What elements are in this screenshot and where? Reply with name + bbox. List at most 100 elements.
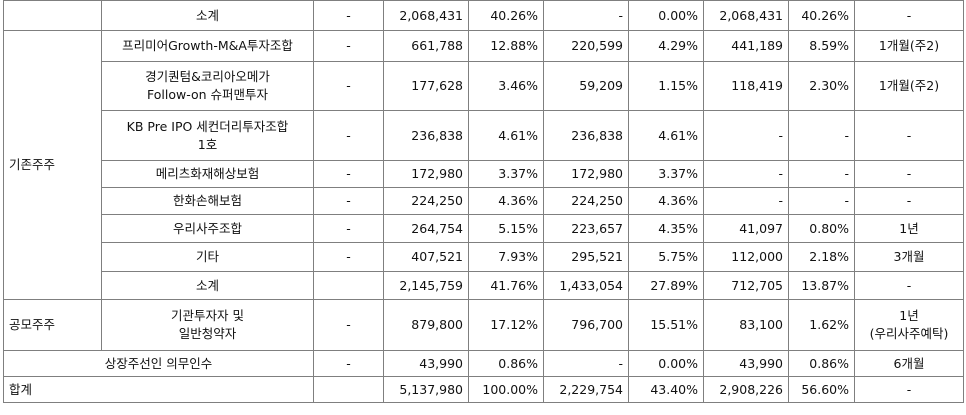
- cell: 1.62%: [788, 299, 855, 351]
- cell: 8.59%: [788, 30, 855, 62]
- cell: 4.36%: [468, 187, 544, 215]
- cell: -: [703, 187, 789, 215]
- row-label: 소계: [101, 0, 314, 31]
- shareholder-name: 우리사주조합: [101, 214, 314, 243]
- cell: 2.18%: [788, 242, 855, 272]
- cell: 236,838: [543, 110, 629, 161]
- cell: -: [313, 30, 384, 62]
- cell: 223,657: [543, 214, 629, 243]
- cell: 17.12%: [468, 299, 544, 351]
- cell: -: [313, 214, 384, 243]
- cell: 56.60%: [788, 376, 855, 403]
- shareholder-lockup-table: 소계 - 2,068,431 40.26% - 0.00% 2,068,431 …: [3, 0, 964, 403]
- cell: 5.15%: [468, 214, 544, 243]
- cell: 224,250: [543, 187, 629, 215]
- cell: 0.80%: [788, 214, 855, 243]
- cell: 1.15%: [628, 61, 704, 111]
- cell: 43,990: [383, 350, 469, 377]
- subtotal-label: 소계: [101, 271, 314, 300]
- table-row: 기타 - 407,521 7.93% 295,521 5.75% 112,000…: [4, 242, 964, 272]
- cell: 13.87%: [788, 271, 855, 300]
- cell: 407,521: [383, 242, 469, 272]
- cell: -: [854, 271, 964, 300]
- cell: 59,209: [543, 61, 629, 111]
- category-cell: [3, 0, 102, 31]
- cell: 295,521: [543, 242, 629, 272]
- cell: 220,599: [543, 30, 629, 62]
- cell: 172,980: [383, 160, 469, 188]
- group-label: 기존주주: [3, 30, 102, 300]
- lockup-line: 1년: [899, 308, 919, 323]
- cell: -: [854, 160, 964, 188]
- cell: 41,097: [703, 214, 789, 243]
- lockup-line: (우리사주예탁): [869, 326, 949, 341]
- cell: 1개월(주2): [854, 61, 964, 111]
- table-row: 합계 5,137,980 100.00% 2,229,754 43.40% 2,…: [3, 376, 964, 403]
- cell: -: [313, 0, 384, 31]
- table-row: 공모주주 기관투자자 및 일반청약자 - 879,800 17.12% 796,…: [3, 299, 964, 351]
- group-label: 공모주주: [3, 299, 102, 351]
- lockup-cell: 1년 (우리사주예탁): [854, 299, 964, 351]
- cell: 4.61%: [468, 110, 544, 161]
- cell: 12.88%: [468, 30, 544, 62]
- cell: 83,100: [703, 299, 789, 351]
- cell: 5.75%: [628, 242, 704, 272]
- name-line: 경기퀀텀&코리아오메가: [145, 69, 270, 84]
- cell: 177,628: [383, 61, 469, 111]
- cell: 796,700: [543, 299, 629, 351]
- cell: -: [854, 376, 964, 403]
- cell: 41.76%: [468, 271, 544, 300]
- cell: -: [854, 110, 964, 161]
- name-line: 1호: [197, 136, 218, 152]
- cell: 15.51%: [628, 299, 704, 351]
- cell: 1년: [854, 214, 964, 243]
- table-row: 소계 2,145,759 41.76% 1,433,054 27.89% 712…: [4, 271, 964, 300]
- name-line: 일반청약자: [178, 326, 237, 341]
- cell: -: [313, 110, 384, 161]
- table-row: 소계 - 2,068,431 40.26% - 0.00% 2,068,431 …: [3, 0, 964, 31]
- cell: 0.00%: [628, 350, 704, 377]
- cell: 7.93%: [468, 242, 544, 272]
- cell: 172,980: [543, 160, 629, 188]
- shareholder-name: KB Pre IPO 세컨더리투자조합 1호: [101, 110, 314, 161]
- shareholder-name: 기관투자자 및 일반청약자: [101, 299, 314, 351]
- cell: 879,800: [383, 299, 469, 351]
- cell: -: [313, 160, 384, 188]
- cell: 6개월: [854, 350, 964, 377]
- shareholder-name: 메리츠화재해상보험: [101, 160, 314, 188]
- cell: -: [313, 299, 384, 351]
- cell: 43,990: [703, 350, 789, 377]
- cell: 3개월: [854, 242, 964, 272]
- cell: 2,908,226: [703, 376, 789, 403]
- cell: 40.26%: [788, 0, 855, 31]
- cell: -: [788, 110, 855, 161]
- cell: -: [313, 187, 384, 215]
- cell: -: [854, 0, 964, 31]
- shareholder-name: 기타: [101, 242, 314, 272]
- cell: -: [313, 61, 384, 111]
- cell: 1개월(주2): [854, 30, 964, 62]
- cell: -: [788, 160, 855, 188]
- cell: 3.37%: [468, 160, 544, 188]
- cell: -: [854, 187, 964, 215]
- cell: 5,137,980: [383, 376, 469, 403]
- table-row: 상장주선인 의무인수 - 43,990 0.86% - 0.00% 43,990…: [3, 350, 964, 377]
- table-row: 우리사주조합 - 264,754 5.15% 223,657 4.35% 41,…: [4, 214, 964, 243]
- cell: 43.40%: [628, 376, 704, 403]
- name-line: KB Pre IPO 세컨더리투자조합: [126, 118, 289, 134]
- table-row: 한화손해보험 - 224,250 4.36% 224,250 4.36% - -…: [4, 187, 964, 215]
- cell: 27.89%: [628, 271, 704, 300]
- cell: [313, 271, 384, 300]
- cell: 2,068,431: [383, 0, 469, 31]
- shareholder-name: 프리미어Growth-M&A투자조합: [101, 30, 314, 62]
- cell: -: [313, 350, 384, 377]
- cell: 712,705: [703, 271, 789, 300]
- name-line: Follow-on 슈퍼맨투자: [147, 87, 268, 102]
- cell: 40.26%: [468, 0, 544, 31]
- shareholder-name: 한화손해보험: [101, 187, 314, 215]
- cell: 4.35%: [628, 214, 704, 243]
- total-label: 합계: [3, 376, 314, 403]
- name-line: 기관투자자 및: [171, 308, 244, 323]
- cell: 4.61%: [628, 110, 704, 161]
- cell: 1,433,054: [543, 271, 629, 300]
